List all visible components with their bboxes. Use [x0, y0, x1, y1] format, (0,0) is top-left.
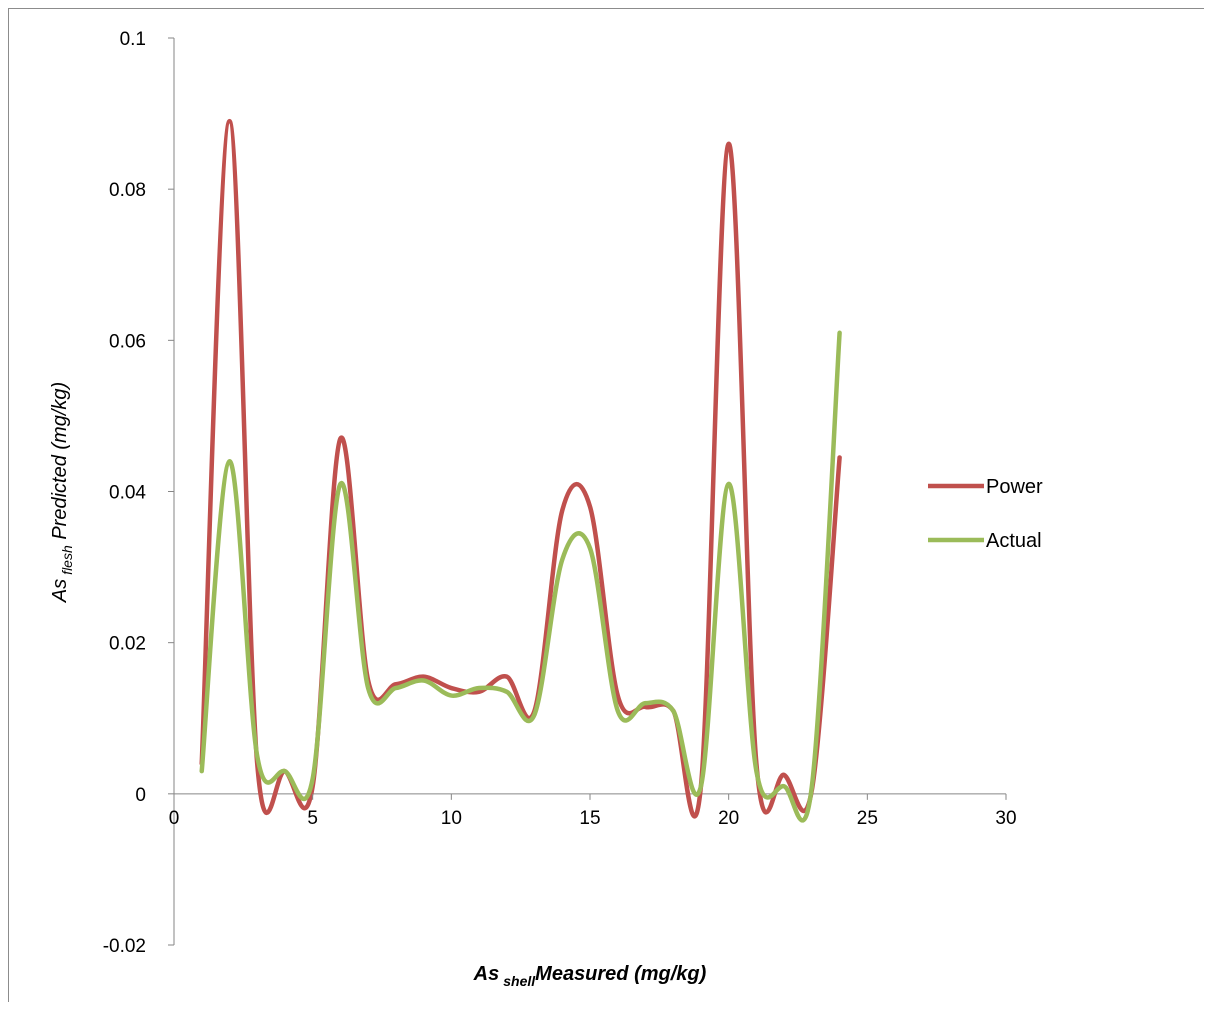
series-layer	[199, 118, 842, 823]
x-tick-label: 10	[441, 808, 462, 829]
x-tick-label: 20	[718, 808, 739, 829]
x-axis-title: As shellMeasured (mg/kg)	[473, 963, 707, 989]
series-line-actual	[199, 330, 842, 823]
y-axis-title-main: As	[49, 579, 71, 603]
x-tick-label: 15	[579, 808, 600, 829]
y-axis-title: As flesh Predicted (mg/kg)	[49, 382, 75, 603]
y-tick-label: 0.06	[109, 331, 146, 352]
y-tick-label: 0	[135, 785, 146, 806]
x-tick-label: 0	[169, 808, 180, 829]
legend-label-actual: Actual	[986, 530, 1042, 552]
y-tick-label: 0.1	[120, 29, 146, 50]
chart-frame	[8, 8, 1204, 1002]
y-tick-label: 0.04	[109, 483, 146, 504]
ticks-layer: -0.02 0 0.02 0.04 0.06 0.08 0.1 0 5 10 15 20 25 30	[103, 29, 1017, 957]
legend-label-power: Power	[986, 476, 1043, 498]
x-tick-label: 25	[857, 808, 878, 829]
x-axis-title-main: As	[473, 963, 500, 985]
x-tick-label: 30	[995, 808, 1016, 829]
y-tick-label: 0.02	[109, 634, 146, 655]
y-axis-title-rest: Predicted (mg/kg)	[49, 382, 71, 545]
legend: Power Actual	[928, 476, 1043, 552]
x-tick-label: 5	[307, 808, 318, 829]
y-tick-label: 0.08	[109, 180, 146, 201]
y-axis-title-subscript: flesh	[59, 545, 75, 575]
x-axis-title-rest: Measured (mg/kg)	[535, 963, 706, 985]
x-axis-title-subscript: shell	[503, 973, 536, 989]
y-tick-label: -0.02	[103, 936, 146, 957]
